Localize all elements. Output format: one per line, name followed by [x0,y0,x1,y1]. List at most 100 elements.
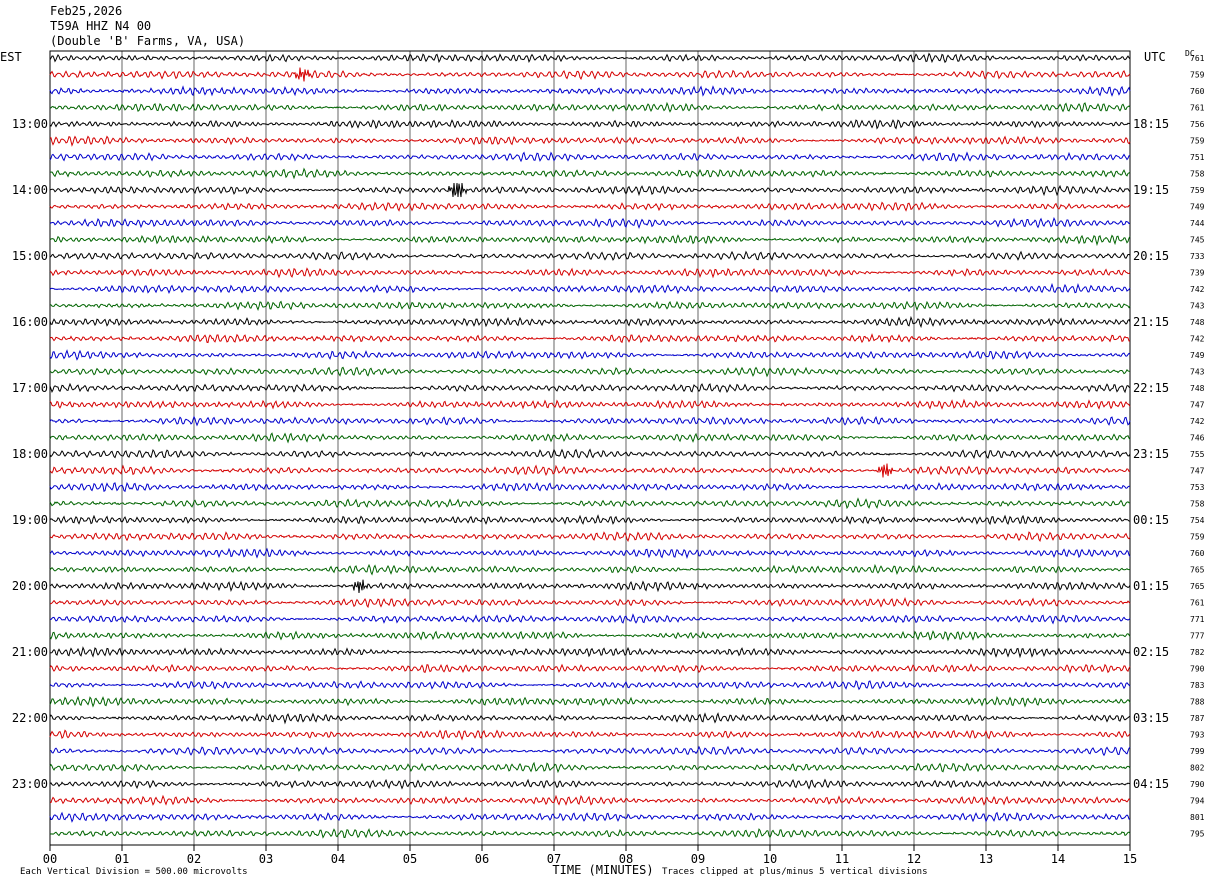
seismic-trace [49,234,1131,247]
x-tick-label: 04 [331,852,345,866]
seismic-trace [49,67,1131,82]
left-hour-label: 19:00 [12,513,48,527]
date-label: Feb25,2026 [50,4,123,18]
x-tick-label: 11 [835,852,849,866]
seismic-trace [49,596,1131,609]
seismic-trace [49,85,1131,97]
dc-offset-label: 759 [1190,71,1205,80]
right-hour-label: 23:15 [1133,447,1169,461]
seismic-trace [49,349,1131,361]
dc-offset-label: 742 [1190,285,1205,294]
x-tick-label: 02 [187,852,201,866]
dc-offset-label: 748 [1190,384,1205,393]
dc-offset-label: 802 [1190,764,1205,773]
x-tick-label: 14 [1051,852,1065,866]
right-hour-label: 04:15 [1133,777,1169,791]
dc-offset-label: 793 [1190,731,1205,740]
dc-offset-label: 790 [1190,665,1205,674]
seismic-trace [49,497,1131,510]
dc-offset-label: 782 [1190,648,1205,657]
seismic-trace [49,415,1131,427]
right-hour-label: 01:15 [1133,579,1169,593]
dc-offset-label: 788 [1190,698,1205,707]
seismic-trace [49,547,1131,560]
right-hour-label: 03:15 [1133,711,1169,725]
right-hour-label: 18:15 [1133,117,1169,131]
seismic-trace [49,828,1131,839]
dc-offset-label: 760 [1190,87,1205,96]
dc-offset-label: 765 [1190,582,1205,591]
seismic-trace [49,778,1131,790]
dc-offset-label: 761 [1190,104,1205,113]
dc-offset-label: 742 [1190,417,1205,426]
plot-frame [49,50,1131,846]
dc-offset-label: 799 [1190,747,1205,756]
dc-offset-label: 755 [1190,450,1205,459]
dc-offset-label: 743 [1190,368,1205,377]
dc-offset-label: 794 [1190,797,1205,806]
seismic-trace [49,135,1131,147]
dc-offset-label: 748 [1190,318,1205,327]
seismic-trace [49,119,1131,130]
seismic-trace [49,333,1131,344]
right-hour-label: 20:15 [1133,249,1169,263]
seismic-trace [49,729,1131,741]
seismic-trace [49,613,1131,625]
dc-offset-label: 777 [1190,632,1205,641]
dc-offset-label: 761 [1190,599,1205,608]
x-tick-label: 12 [907,852,921,866]
seismic-trace [49,282,1131,295]
dc-offset-label: 745 [1190,236,1205,245]
seismic-trace [49,811,1131,823]
x-tick-label: 06 [475,852,489,866]
x-tick-label: 05 [403,852,417,866]
left-hour-label: 14:00 [12,183,48,197]
dc-offset-label: 742 [1190,335,1205,344]
dc-offset-label: 746 [1190,434,1205,443]
dc-offset-label: 765 [1190,566,1205,575]
right-timezone-label: UTC [1144,50,1166,64]
dc-offset-label: 783 [1190,681,1205,690]
dc-offset-label: 795 [1190,830,1205,839]
dc-offset-label: 790 [1190,780,1205,789]
left-hour-label: 17:00 [12,381,48,395]
seismic-trace [49,745,1131,757]
scale-note: Each Vertical Division = 500.00 microvol… [20,867,248,877]
left-hour-label: 15:00 [12,249,48,263]
dc-offset-label: 733 [1190,252,1205,261]
right-hour-label: 00:15 [1133,513,1169,527]
right-hour-label: 02:15 [1133,645,1169,659]
seismic-trace [49,794,1131,806]
seismic-trace [49,663,1131,674]
left-hour-label: 18:00 [12,447,48,461]
seismic-trace [49,52,1131,64]
dc-offset-label: 758 [1190,170,1205,179]
left-hour-label: 23:00 [12,777,48,791]
x-tick-label: 15 [1123,852,1137,866]
x-tick-label: 09 [691,852,705,866]
dc-offset-label: 756 [1190,120,1205,129]
seismic-trace [49,680,1131,691]
x-tick-label: 13 [979,852,993,866]
dc-offset-label: 760 [1190,549,1205,558]
seismic-trace [49,514,1131,526]
seismic-trace [49,151,1131,163]
dc-offset-label: 754 [1190,516,1205,525]
seismic-trace [49,182,1131,198]
seismic-trace [49,531,1131,543]
seismic-trace [49,481,1131,493]
dc-offset-label: 759 [1190,186,1205,195]
x-tick-label: 07 [547,852,561,866]
x-tick-label: 01 [115,852,129,866]
x-axis-label: TIME (MINUTES) [552,863,653,877]
left-hour-label: 21:00 [12,645,48,659]
dc-offset-label: 759 [1190,533,1205,542]
seismic-trace [49,267,1131,279]
left-hour-label: 13:00 [12,117,48,131]
x-tick-label: 00 [43,852,57,866]
dc-offset-label: 787 [1190,714,1205,723]
seismic-trace [49,579,1131,594]
seismic-trace [49,315,1131,329]
dc-offset-label: 744 [1190,219,1205,228]
